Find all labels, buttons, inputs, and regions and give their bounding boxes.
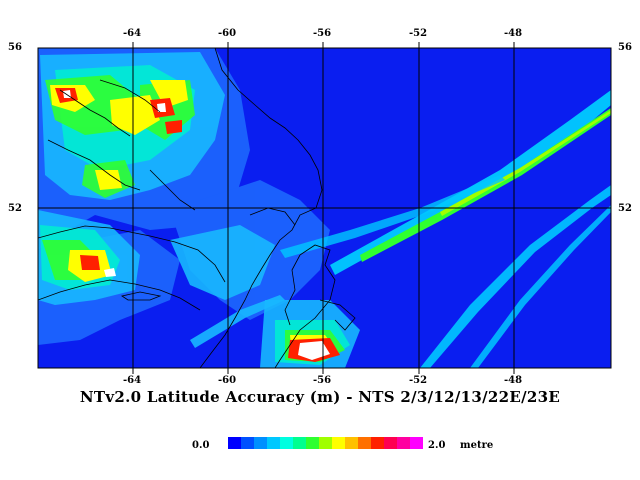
accuracy-field-white [63,90,330,360]
legend-color-bar [228,437,423,449]
legend-swatch [384,437,397,449]
legend-max-label: 2.0 [428,440,446,451]
lon-tick-top: -56 [313,28,332,39]
map-frame [37,47,612,369]
lon-tick-bottom: -56 [313,375,332,386]
lon-tick-top: -48 [504,28,523,39]
tick-marks [132,42,515,374]
legend-unit-label: metre [460,440,494,451]
lon-tick-top: -52 [409,28,428,39]
lat-tick-right: 52 [618,203,632,214]
accuracy-streaks [190,90,611,368]
lat-tick-right: 56 [618,42,632,53]
lon-tick-top: -60 [218,28,237,39]
legend-swatch [319,437,332,449]
legend-swatch [241,437,254,449]
legend-swatch [332,437,345,449]
lat-tick-left: 52 [8,203,22,214]
lon-tick-bottom: -60 [218,375,237,386]
legend-min-label: 0.0 [192,440,210,451]
lon-tick-bottom: -52 [409,375,428,386]
legend-swatch [280,437,293,449]
legend-swatch [306,437,319,449]
lon-tick-top: -64 [123,28,142,39]
lat-tick-left: 56 [8,42,22,53]
lon-tick-bottom: -48 [504,375,523,386]
coastlines [38,48,356,368]
lon-tick-bottom: -64 [123,375,142,386]
legend-swatch [358,437,371,449]
legend-swatch [267,437,280,449]
graticule [38,48,611,368]
legend-swatch [410,437,423,449]
legend-swatch [397,437,410,449]
legend-swatch [371,437,384,449]
legend-swatch [228,437,241,449]
legend-swatch [293,437,306,449]
legend-swatch [254,437,267,449]
map-title: NTv2.0 Latitude Accuracy (m) - NTS 2/3/1… [79,388,561,406]
legend-swatch [345,437,358,449]
